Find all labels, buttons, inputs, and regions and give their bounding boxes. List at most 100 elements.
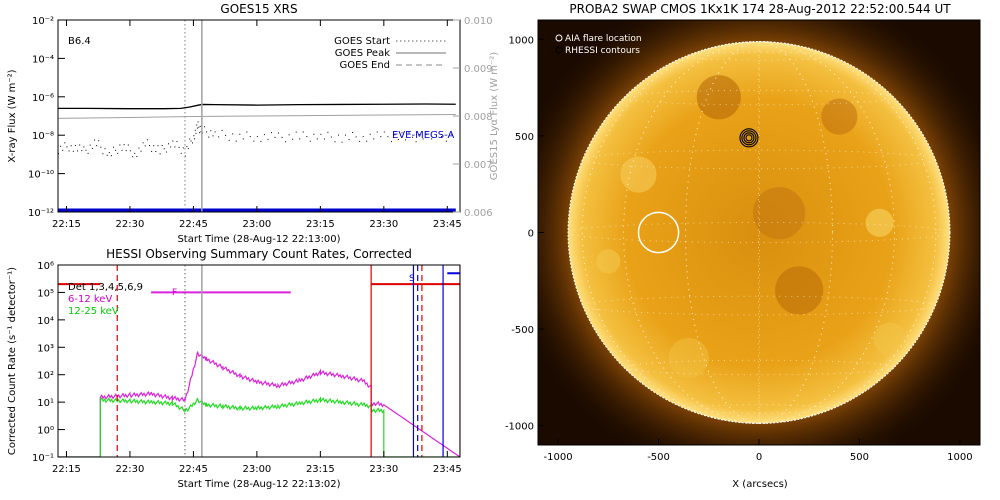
- goes-short-point: [441, 136, 442, 138]
- goes-short-point: [422, 138, 424, 140]
- solar-region: [752, 187, 806, 240]
- swap-x-tick-label: -500: [647, 452, 670, 463]
- solar-latitude: [567, 221, 951, 244]
- solar-region: [865, 208, 894, 237]
- goes-short-point: [249, 136, 251, 138]
- goes-short-point: [366, 140, 368, 142]
- goes-short-point: [390, 141, 392, 142]
- goes-y-label: X-ray Flux (W m⁻²): [7, 69, 18, 162]
- goes-short-point: [192, 142, 193, 144]
- goes-short-point: [292, 138, 294, 140]
- solar-longitude: [684, 41, 834, 424]
- goes-short-point: [206, 131, 208, 133]
- goes-y2-tick-label: 0.008: [464, 112, 493, 123]
- goes-y-tick-label: 10⁻⁸: [32, 131, 54, 142]
- goes-x-label: Start Time (28-Aug-12 22:13:00): [177, 234, 340, 245]
- hessi-plot-area: [58, 265, 460, 457]
- goes-short-point: [253, 140, 255, 142]
- goes-short-point: [129, 150, 131, 152]
- goes-short-point: [199, 125, 201, 127]
- swap-x-label: X (arcsecs): [732, 479, 788, 490]
- goes-short-point: [239, 133, 241, 135]
- swap-x-tick-label: 1000: [947, 452, 972, 463]
- goes-short-point: [182, 147, 184, 149]
- goes-short-point: [194, 138, 196, 140]
- goes-short-point: [218, 136, 220, 138]
- legend-rhessi-symbol: [555, 46, 563, 54]
- goes-short-point: [165, 151, 167, 153]
- hessi-x-tick-label: 22:15: [52, 464, 81, 475]
- goes-short-point: [74, 144, 76, 146]
- goes-short-point: [153, 145, 155, 147]
- hessi-x-tick-label: 22:45: [179, 464, 208, 475]
- goes-legend: GOES Start GOES Peak GOES End: [334, 36, 446, 71]
- goes-short-point: [100, 146, 102, 148]
- legend-6-12-kev: 6-12 keV: [68, 294, 112, 305]
- solar-region: [821, 98, 858, 135]
- goes-short-point: [121, 149, 123, 151]
- goes-short-point: [288, 134, 290, 136]
- goes-short-point: [426, 133, 428, 135]
- goes-short-point: [316, 138, 318, 140]
- goes-y2-tick-label: 0.010: [464, 16, 493, 27]
- legend-aia-symbol: [555, 34, 563, 42]
- goes-short-point: [380, 136, 382, 138]
- hessi-y-tick-label: 10⁻¹: [32, 453, 54, 464]
- goes-short-point: [436, 131, 437, 133]
- goes-short-point: [194, 129, 196, 131]
- swap-image-panel: PROBA2 SWAP CMOS 1Kx1K 174 28-Aug-2012 2…: [505, 2, 981, 490]
- legend-goes-peak: GOES Peak: [335, 48, 390, 59]
- eve-megs-label: EVE-MEGS-A: [392, 130, 455, 141]
- goes-short-point: [242, 138, 244, 140]
- goes-short-point: [431, 138, 433, 140]
- goes-short-point: [68, 150, 70, 152]
- hessi-y-tick-label: 10¹: [37, 398, 54, 409]
- goes-short-point: [295, 131, 297, 133]
- hessi-x-ticks: 22:15 22:30 22:45 23:00 23:15 23:30 23:45: [52, 451, 462, 475]
- goes-y2-label: GOES15 Lyα Flux (W m⁻²): [489, 52, 500, 180]
- goes-short-point: [151, 150, 153, 152]
- hessi-y-tick-label: 10²: [37, 371, 54, 382]
- goes-short-point: [330, 136, 332, 138]
- hessi-axes-frame: [57, 264, 461, 458]
- goes-short-point: [108, 152, 110, 154]
- goes-short-point: [204, 126, 205, 128]
- solar-region: [696, 75, 741, 120]
- hessi-x-label: Start Time (28-Aug-12 22:13:02): [177, 479, 340, 490]
- goes-short-point: [352, 132, 354, 133]
- goes-short-point: [285, 141, 287, 143]
- hessi-x-tick-label: 23:30: [369, 464, 398, 475]
- goes-short-point: [405, 139, 406, 141]
- goes-short-point: [138, 147, 140, 149]
- goes-short-point: [159, 153, 161, 155]
- goes-short-point: [87, 152, 89, 154]
- solar-region: [873, 322, 906, 355]
- goes-y2-tick-label: 0.007: [464, 160, 493, 171]
- aia-flare-location: [637, 211, 680, 254]
- goes-short-point: [64, 142, 66, 144]
- goes-short-point: [102, 153, 104, 155]
- goes-short-point: [163, 148, 165, 150]
- goes-long-channel: [58, 103, 456, 110]
- goes-y2-ticks: 0.010 0.009 0.008 0.007 0.006: [453, 16, 493, 219]
- goes-short-point: [106, 154, 108, 156]
- goes-x-tick-label: 22:15: [52, 219, 81, 230]
- goes-short-point: [85, 149, 87, 151]
- swap-x-tick-label: 500: [850, 452, 869, 463]
- hessi-y-tick-label: 10⁰: [37, 426, 54, 437]
- goes-lya-line: [58, 114, 456, 119]
- goes-short-point: [142, 142, 144, 144]
- goes-short-point: [232, 133, 234, 135]
- goes-short-point: [187, 148, 189, 150]
- solar-region: [775, 266, 824, 315]
- hessi-x-tick-label: 22:30: [116, 464, 145, 475]
- goes-short-point: [359, 140, 361, 142]
- goes-short-point: [144, 145, 146, 147]
- goes-short-point: [77, 150, 78, 152]
- hessi-title: HESSI Observing Summary Count Rates, Cor…: [106, 247, 412, 261]
- goes-short-point: [62, 149, 64, 151]
- rhessi-contour: [745, 134, 753, 142]
- goes-short-point: [119, 144, 121, 146]
- rhessi-contour: [743, 132, 755, 144]
- goes-short-channel: [58, 121, 452, 158]
